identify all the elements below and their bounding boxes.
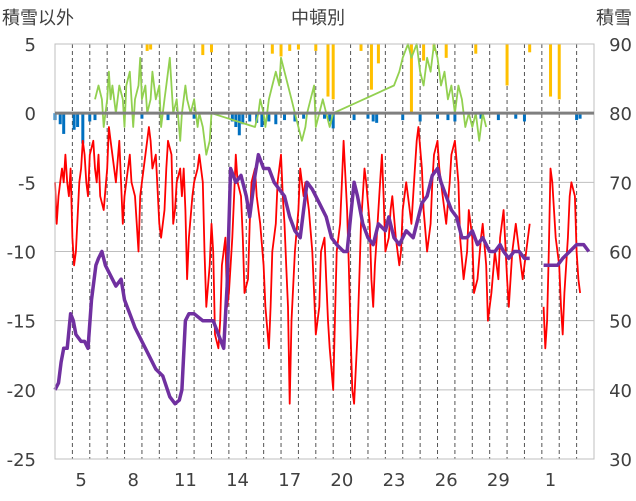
bar-1-28 xyxy=(371,113,375,122)
x-tick-label-6: 23 xyxy=(383,470,406,491)
bar-1-11 xyxy=(230,113,234,122)
bar-1-25 xyxy=(331,113,335,129)
x-tick-label-8: 29 xyxy=(487,470,510,491)
bar-1-6 xyxy=(88,113,92,122)
bar-1-4 xyxy=(76,113,80,127)
bar-1-21 xyxy=(293,113,297,122)
bar-1-35 xyxy=(479,113,483,119)
bar-series xyxy=(53,44,582,144)
bar-1-38 xyxy=(522,113,526,122)
bar-0-15 xyxy=(422,44,426,61)
bar-1-32 xyxy=(436,113,440,119)
bar-0-1 xyxy=(149,44,153,50)
bar-1-13 xyxy=(237,113,241,136)
x-tick-label-7: 26 xyxy=(435,470,458,491)
bar-1-8 xyxy=(140,113,144,119)
line-series xyxy=(53,43,591,406)
left-axis-label: 積雪以外 xyxy=(2,8,74,29)
series-line-2 xyxy=(94,43,488,156)
x-tick-label-2: 11 xyxy=(174,470,197,491)
bar-1-30 xyxy=(401,113,405,121)
bar-1-3 xyxy=(72,113,76,130)
right-tick-label-4: 50 xyxy=(609,312,632,333)
right-axis-label: 積雪 xyxy=(596,8,632,29)
bar-0-7 xyxy=(296,44,300,50)
bar-1-18 xyxy=(267,113,271,122)
bar-1-7 xyxy=(93,113,97,121)
left-tick-label-6: -25 xyxy=(7,450,36,471)
bar-1-29 xyxy=(375,113,379,123)
bar-1-1 xyxy=(58,113,62,125)
x-tick-label-1: 8 xyxy=(128,470,139,491)
bar-1-22 xyxy=(302,113,306,119)
bar-1-23 xyxy=(323,113,326,119)
bar-1-33 xyxy=(446,113,450,121)
bar-1-31 xyxy=(418,113,422,122)
bar-0-3 xyxy=(209,44,213,53)
bar-0-20 xyxy=(528,44,532,53)
bar-0-5 xyxy=(279,44,283,57)
right-tick-label-6: 30 xyxy=(609,450,632,471)
bar-1-20 xyxy=(283,113,287,121)
bar-1-2 xyxy=(62,113,66,134)
bar-0-19 xyxy=(505,44,509,86)
bar-0-22 xyxy=(557,44,561,100)
bar-1-36 xyxy=(496,113,500,121)
right-tick-label-0: 90 xyxy=(609,35,632,56)
bar-0-13 xyxy=(376,44,380,64)
x-tick-label-9: 1 xyxy=(545,470,556,491)
bar-0-12 xyxy=(369,44,373,90)
left-tick-label-3: -10 xyxy=(7,243,36,264)
x-tick-label-0: 5 xyxy=(75,470,86,491)
bar-0-21 xyxy=(549,44,553,97)
right-tick-label-2: 70 xyxy=(609,173,632,194)
left-tick-label-2: -5 xyxy=(18,173,36,194)
bar-1-24 xyxy=(328,113,332,122)
bar-1-39 xyxy=(575,113,579,121)
plot-frame xyxy=(54,43,595,460)
bar-1-9 xyxy=(166,113,170,121)
right-tick-label-3: 60 xyxy=(609,243,632,264)
bar-0-9 xyxy=(326,44,330,97)
bar-0-18 xyxy=(474,44,478,54)
right-tick-label-1: 80 xyxy=(609,104,632,125)
chart-title: 中頓別 xyxy=(291,8,345,29)
bar-1-5 xyxy=(81,113,85,144)
bar-0-14 xyxy=(409,44,413,114)
bar-1-10 xyxy=(192,113,196,119)
x-tick-label-3: 14 xyxy=(226,470,249,491)
bar-0-2 xyxy=(201,44,205,56)
x-tick-label-4: 17 xyxy=(278,470,301,491)
bar-0-17 xyxy=(444,44,448,58)
bar-0-10 xyxy=(331,44,335,100)
bar-1-14 xyxy=(241,113,245,125)
series-line-0 xyxy=(53,152,591,406)
bar-0-8 xyxy=(314,44,318,51)
x-tick-label-5: 20 xyxy=(330,470,353,491)
left-tick-label-1: 0 xyxy=(25,104,36,125)
bar-1-19 xyxy=(274,113,278,125)
bar-0-11 xyxy=(359,44,363,51)
left-tick-label-0: 5 xyxy=(25,35,36,56)
right-tick-label-5: 40 xyxy=(609,381,632,402)
bar-1-34 xyxy=(453,113,457,122)
bar-0-4 xyxy=(270,44,274,54)
bar-1-37 xyxy=(514,113,518,119)
left-tick-label-4: -15 xyxy=(7,312,36,333)
bar-1-40 xyxy=(578,113,582,119)
series-line-1 xyxy=(54,126,581,405)
bar-1-15 xyxy=(248,113,252,122)
bar-0-6 xyxy=(288,44,292,51)
left-tick-label-5: -20 xyxy=(7,381,36,402)
bar-1-27 xyxy=(366,113,370,119)
bar-1-17 xyxy=(260,113,264,127)
bar-1-26 xyxy=(352,113,356,121)
bar-0-0 xyxy=(145,44,149,51)
